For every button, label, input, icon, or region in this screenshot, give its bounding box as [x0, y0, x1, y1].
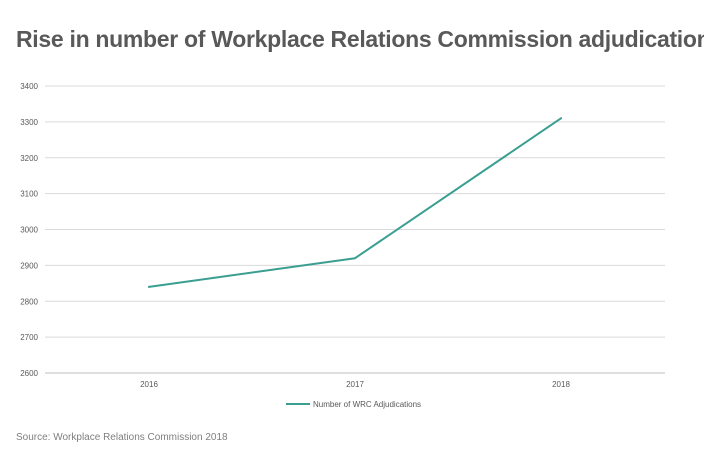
chart-title: Rise in number of Workplace Relations Co…: [16, 26, 704, 52]
x-tick-label: 2016: [140, 380, 158, 389]
y-tick-label: 3200: [20, 154, 38, 163]
y-axis: 2600 2700 2800 2900 3000 3100 3200 3300 3400: [20, 82, 38, 378]
y-tick-label: 3300: [20, 118, 38, 127]
y-tick-label: 2600: [20, 369, 38, 378]
y-tick-label: 3100: [20, 190, 38, 199]
x-tick-label: 2018: [552, 380, 570, 389]
y-tick-label: 2700: [20, 333, 38, 342]
x-axis: 2016 2017 2018: [140, 380, 570, 389]
source-note: Source: Workplace Relations Commission 2…: [16, 432, 228, 443]
y-tick-label: 2900: [20, 261, 38, 270]
data-point: [148, 285, 150, 288]
gridlines: [45, 85, 665, 374]
legend: Number of WRC Adjudications: [286, 400, 421, 409]
y-tick-label: 3400: [20, 82, 38, 91]
data-point: [354, 257, 356, 260]
y-tick-label: 3000: [20, 226, 38, 235]
series-layer: [148, 117, 562, 288]
series-line: [148, 117, 562, 288]
data-point: [560, 117, 562, 120]
y-tick-label: 2800: [20, 297, 38, 306]
legend-label: Number of WRC Adjudications: [313, 400, 421, 409]
x-tick-label: 2017: [346, 380, 364, 389]
